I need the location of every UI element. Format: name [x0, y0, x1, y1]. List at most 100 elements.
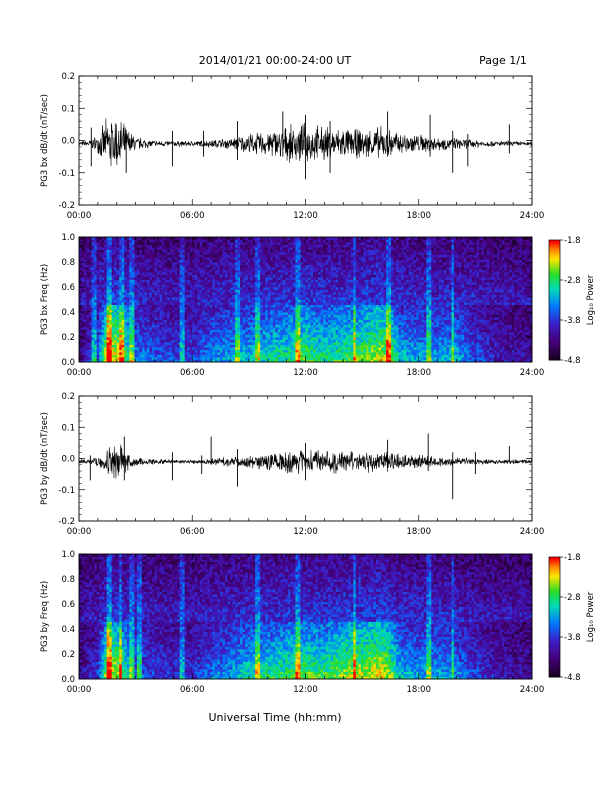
bx-spec-cell [285, 259, 289, 263]
bx-spec-cell [313, 304, 316, 308]
bx-spec-cell [270, 269, 274, 273]
bx-spec-cell [131, 342, 135, 345]
bx-spec-cell [290, 304, 294, 308]
bx-spec-cell [144, 322, 148, 325]
bx-spec-cell [119, 297, 123, 300]
bx-spec-cell [139, 317, 143, 320]
bx-spec-cell [106, 282, 110, 285]
bx-spec-cell [124, 334, 128, 338]
bx-spec-cell [106, 292, 110, 295]
bx-spec-cell [272, 337, 276, 340]
bx-spec-cell [169, 289, 173, 293]
bx-spec-cell [167, 257, 170, 260]
bx-spec-cell [106, 309, 110, 313]
bx-spec-cell [94, 269, 98, 273]
bx-spec-cell [162, 334, 165, 338]
bx-spec-cell [202, 329, 206, 333]
bx-spec-cell [232, 309, 236, 313]
bx-spec-cell [177, 334, 181, 338]
bx-spec-cell [267, 267, 271, 270]
bx-spec-cell [305, 237, 309, 240]
bx-spec-cell [245, 267, 249, 270]
bx-spec-cell [121, 317, 125, 320]
bx-spec-cell [237, 274, 241, 278]
bx-spec-cell [219, 329, 223, 333]
bx-spec-cell [295, 334, 299, 338]
bx-spec-cell [167, 347, 170, 350]
bx-spec-cell [232, 257, 236, 260]
bx-spec-cell [250, 347, 254, 350]
bx-spec-cell [136, 299, 140, 303]
bx-spec-cell [242, 292, 246, 295]
bx-spec-cell [131, 259, 135, 263]
bx-spec-cell [305, 307, 309, 310]
bx-spec-cell [282, 284, 286, 288]
bx-spec-cell [262, 247, 266, 250]
bx-spec-cell [267, 254, 271, 258]
bx-spec-cell [139, 342, 143, 345]
bx-spec-cell [104, 299, 108, 303]
bx-spec-cell [164, 349, 168, 353]
bx-spec-cell [172, 337, 176, 340]
bx-spec-cell [227, 267, 231, 270]
bx-spec-cell [313, 337, 316, 340]
bx-spec-cell [267, 324, 271, 328]
bx-spec-cell [282, 269, 286, 273]
bx-spec-cell [157, 347, 160, 350]
bx-spec-cell [159, 299, 163, 303]
bx-spec-cell [94, 337, 98, 340]
bx-spec-cell [217, 344, 221, 348]
bx-spec-cell [129, 294, 133, 298]
bx-spec-cell [285, 267, 289, 270]
bx-spec-cell [99, 339, 103, 343]
bx-spec-cell [247, 267, 251, 270]
bx-spec-cell [305, 287, 309, 290]
bx-spec-cell [224, 322, 228, 325]
bx-spec-cell [214, 342, 218, 345]
bx-spec-cell [265, 257, 269, 260]
bx-spec-cell [202, 242, 206, 245]
bx-spec-cell [237, 344, 241, 348]
bx-spec-cell [162, 324, 165, 328]
bx-spec-cell [189, 357, 193, 360]
bx-spec-cell [146, 272, 150, 275]
bx-spec-cell [136, 279, 140, 283]
bx-spec-cell [106, 284, 110, 288]
bx-spec-cell [184, 302, 188, 305]
bx-spec-cell [81, 334, 85, 338]
bx-spec-cell [217, 347, 221, 350]
bx-spec-cell [79, 239, 82, 243]
bx-spec-cell [260, 309, 264, 313]
bx-spec-cell [227, 359, 231, 363]
bx-spec-cell [114, 344, 118, 348]
bx-spec-cell [134, 334, 138, 338]
bx-spec-cell [277, 337, 281, 340]
bx-spec-cell [217, 354, 221, 358]
bx-spec-cell [237, 354, 241, 358]
bx-spec-cell [270, 292, 274, 295]
bx-spec-cell [282, 259, 286, 263]
bx-spec-cell [295, 294, 299, 298]
bx-spec-cell [300, 264, 304, 268]
bx-spec-cell [305, 264, 309, 268]
bx-spec-cell [250, 339, 254, 343]
bx-spec-cell [235, 322, 238, 325]
bx-spec-cell [219, 262, 223, 265]
bx-spec-cell [144, 314, 148, 318]
bx-spec-cell [257, 259, 261, 263]
bx-spec-cell [245, 352, 249, 355]
bx-spec-cell [79, 242, 82, 245]
bx-spec-cell [262, 357, 266, 360]
bx-spec-cell [297, 327, 301, 330]
bx-spec-cell [302, 327, 306, 330]
bx-spec-cell [136, 247, 140, 250]
bx-spec-cell [214, 304, 218, 308]
bx-spec-cell [209, 269, 213, 273]
bx-spec-cell [240, 259, 243, 263]
bx-spec-cell [262, 294, 266, 298]
bx-spec-cell [277, 259, 281, 263]
bx-spec-cell [257, 304, 261, 308]
bx-spec-cell [209, 274, 213, 278]
bx-spec-cell [194, 289, 198, 293]
bx-spec-cell [250, 354, 254, 358]
